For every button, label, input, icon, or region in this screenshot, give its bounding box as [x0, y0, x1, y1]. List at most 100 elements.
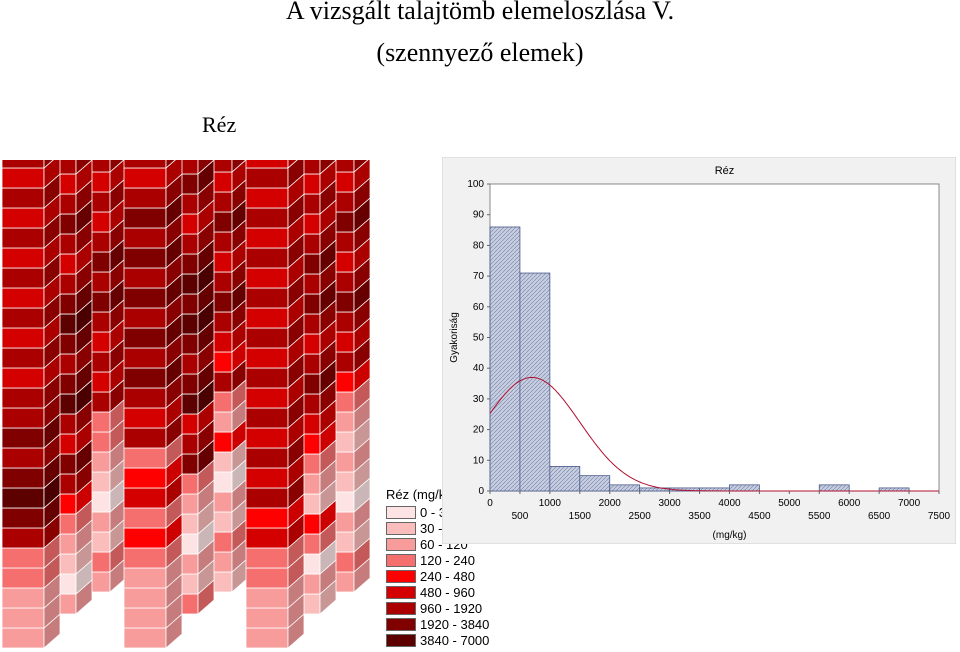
block-cell [123, 367, 167, 389]
concentration-legend: Réz (mg/kg) 0 - 30 30 - 60 60 - 120 120 - 2… [386, 486, 496, 648]
legend-label: 960 - 1920 [420, 600, 483, 616]
legend-swatch [386, 601, 416, 615]
block-cell [1, 527, 45, 549]
block-cell [1, 247, 45, 269]
chart-title: Réz [715, 165, 735, 177]
block-cell [1, 267, 45, 289]
block-column [1, 160, 61, 649]
block-cell [1, 507, 45, 529]
block-cell [123, 587, 167, 609]
block-cell [245, 187, 289, 209]
block-cell [1, 547, 45, 569]
block-cell [245, 587, 289, 609]
histogram-bar [609, 484, 641, 492]
legend-label: 3840 - 7000 [420, 632, 490, 648]
block-cell [123, 427, 167, 449]
legend-item: 1920 - 3840 [386, 616, 496, 632]
legend-item: 240 - 480 [386, 568, 496, 584]
block-cell [245, 207, 289, 229]
legend-label: 120 - 240 [420, 552, 475, 568]
legend-label: 240 - 480 [420, 568, 475, 584]
block-cell [245, 247, 289, 269]
block-cell [123, 160, 167, 169]
block-cell [123, 447, 167, 469]
block-cell [1, 287, 45, 309]
y-tick-label: 10 [473, 455, 485, 466]
block-cell [245, 367, 289, 389]
block-cell-side [197, 160, 215, 175]
legend-item: 3840 - 7000 [386, 632, 496, 648]
block-cell [123, 227, 167, 249]
block-cell-side [231, 160, 247, 173]
block-cell [1, 167, 45, 189]
block-cell [123, 547, 167, 569]
block-cell [1, 447, 45, 469]
block-cell [245, 447, 289, 469]
block-cell [245, 407, 289, 429]
legend-item: 120 - 240 [386, 552, 496, 568]
block-cell [1, 307, 45, 329]
block-cell [245, 527, 289, 549]
x-tick-label: 1000 [539, 498, 562, 509]
block-cell [1, 427, 45, 449]
block-cell [245, 227, 289, 249]
block-cell [123, 627, 167, 649]
block-cell [123, 307, 167, 329]
block-cell [123, 487, 167, 509]
x-tick-label: 6000 [838, 498, 861, 509]
y-tick-label: 100 [467, 179, 484, 190]
x-tick-label: 500 [512, 511, 529, 522]
block-cell [1, 367, 45, 389]
histogram-chart: Réz 0 10 20 30 40 50 60 70 80 90 100 Gyakoriság 0 1000… [442, 157, 956, 544]
legend-swatch [386, 521, 416, 535]
page-title: A vizsgált talajtömb elemeloszlása V. [285, 0, 675, 25]
block-cell [1, 347, 45, 369]
block-cell [123, 527, 167, 549]
x-tick-label: 7500 [928, 511, 951, 522]
block-cell [123, 187, 167, 209]
block-cell [1, 627, 45, 649]
plot-area [489, 183, 940, 492]
block-cell [1, 327, 45, 349]
block-column [123, 160, 183, 649]
block-cell [245, 427, 289, 449]
y-tick-label: 60 [473, 302, 485, 313]
x-tick-label: 5000 [778, 498, 801, 509]
block-cell [1, 387, 45, 409]
block-cell [245, 287, 289, 309]
block-cell [245, 567, 289, 589]
block-cell [123, 207, 167, 229]
y-tick-label: 70 [473, 271, 485, 282]
block-cell [245, 167, 289, 189]
page-subtitle: (szennyező elemek) [376, 38, 584, 67]
histogram-bar [729, 484, 760, 492]
block-column [245, 160, 305, 649]
x-tick-label: 4000 [718, 498, 741, 509]
block-cell [245, 547, 289, 569]
block-cell [123, 347, 167, 369]
block-cell [123, 167, 167, 189]
block-cell-side [165, 160, 183, 189]
x-tick-label: 5500 [808, 511, 831, 522]
legend-swatch [386, 633, 416, 647]
legend-item: 960 - 1920 [386, 600, 496, 616]
block-cell [1, 227, 45, 249]
legend-swatch [386, 617, 416, 631]
block-cell-side [165, 160, 176, 169]
x-tick-label: 4500 [748, 511, 771, 522]
legend-item: 480 - 960 [386, 584, 496, 600]
block-cell-side [75, 160, 93, 175]
block-cell [245, 267, 289, 289]
normal-curve [489, 376, 939, 492]
block-cell-side [43, 160, 54, 169]
block-cell-side [287, 160, 298, 169]
y-tick-label: 0 [478, 486, 484, 497]
legend-swatch [386, 505, 416, 519]
block-cell-side [353, 160, 369, 173]
legend-swatch [386, 537, 416, 551]
y-tick-label: 20 [473, 425, 485, 436]
block-cell [1, 587, 45, 609]
legend-title: Réz (mg/kg) [386, 487, 457, 502]
block-cell-side [287, 160, 305, 189]
histogram-bar [818, 484, 850, 492]
